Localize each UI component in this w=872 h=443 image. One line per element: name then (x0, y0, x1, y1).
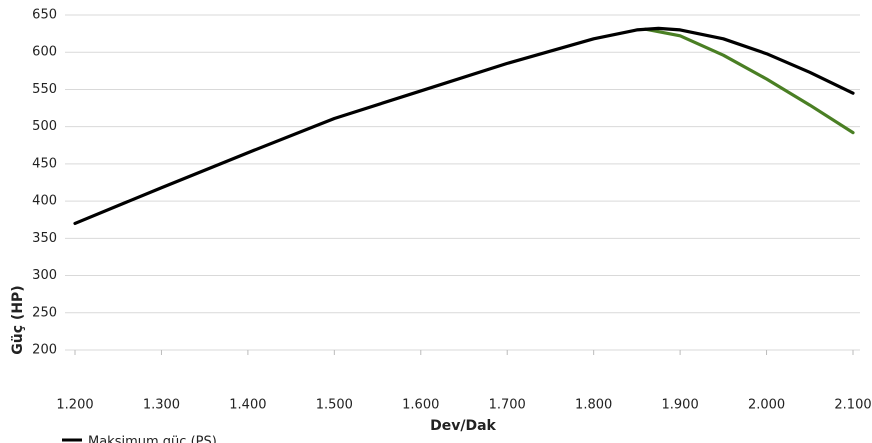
y-tick-label: 350 (32, 231, 57, 246)
x-tick-label: 1.300 (143, 398, 180, 413)
line (73, 26, 855, 226)
y-tick-label: 200 (32, 343, 57, 358)
y-axis-label: Güç (HP) (10, 285, 26, 354)
legend-label: Maksimum güç (PS) (88, 435, 217, 443)
y-tick-label: 600 (32, 45, 57, 60)
y-tick-label: 250 (32, 305, 57, 320)
y-tick-label: 550 (32, 82, 57, 97)
y-tick-label: 650 (32, 8, 57, 23)
y-tick-label: 450 (32, 156, 57, 171)
x-tick-label: 1.500 (316, 398, 353, 413)
x-tick-label: 2.000 (748, 398, 785, 413)
x-tick-label: 1.800 (575, 398, 612, 413)
x-tick-label: 1.400 (229, 398, 266, 413)
x-tick-label: 1.700 (489, 398, 526, 413)
y-tick-label: 300 (32, 268, 57, 283)
x-tick-label: 1.200 (56, 398, 93, 413)
x-tick-label: 1.600 (402, 398, 439, 413)
x-axis-label: Dev/Dak (430, 418, 496, 434)
y-tick-label: 400 (32, 194, 57, 209)
line (643, 27, 855, 135)
x-tick-label: 1.900 (662, 398, 699, 413)
y-tick-label: 500 (32, 119, 57, 134)
x-tick-label: 2.100 (834, 398, 871, 413)
